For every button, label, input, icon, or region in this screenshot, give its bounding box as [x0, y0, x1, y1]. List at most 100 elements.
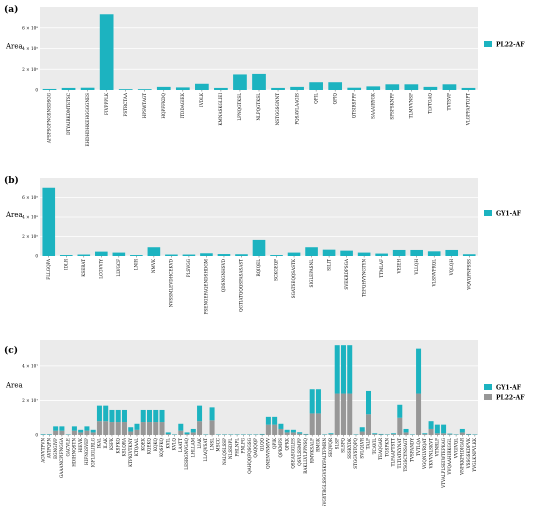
x-tick-label: RAKLLVLPPNSQ: [303, 437, 308, 473]
x-tick-label: SIGLEPASNL: [309, 259, 314, 288]
x-tick-label: NALQSLSSP: [222, 438, 227, 465]
bar-pl22-af-19: [404, 84, 419, 90]
x-tick-label: NLSSDPL: [228, 438, 233, 459]
bar-gy1-af-22: [178, 423, 184, 431]
bar-gy1-af-3: [59, 426, 65, 431]
bar-gy1-af-20: [392, 249, 406, 256]
bar-gy1-af-11: [109, 409, 115, 423]
x-tick-label: KSFK: [109, 437, 114, 450]
bar-pl22-af-8: [90, 432, 96, 435]
x-tick-label: NVSSMLEVDHCEKVD: [169, 258, 174, 307]
x-tick-label: YVGLKNPVLKK: [472, 437, 477, 472]
x-tick-label: ITDDAGIEK: [180, 92, 185, 118]
bar-gy1-af-51: [359, 427, 365, 432]
x-tick-label: LNIR: [134, 258, 139, 270]
x-tick-label: VLLQH: [414, 259, 419, 276]
y-tick-label: 4 × 10⁸: [22, 46, 38, 51]
x-tick-label: VQLQH: [449, 259, 454, 277]
bar-pl22-af-12: [271, 87, 285, 90]
x-tick-label: SLSP: [334, 438, 339, 450]
legend: PL22-AF: [484, 41, 525, 49]
x-tick-label: KQEKQ: [147, 437, 152, 454]
x-tick-label: VLGPFAFTGPT: [466, 93, 471, 126]
x-tick-label: HDIHNQSTN: [72, 438, 77, 467]
bar-gy1-af-1: [59, 255, 73, 256]
x-tick-label: EGNGIVP: [53, 438, 58, 459]
x-tick-label: EHDHDHKEHGGGGNES: [85, 93, 90, 147]
bar-gy1-af-13: [270, 255, 283, 256]
x-tick-label: IDLR: [63, 258, 68, 270]
bar-pl22-af-11: [252, 73, 266, 90]
bar-pl22-af-3: [59, 430, 65, 435]
x-tick-label: NMVK: [151, 258, 156, 273]
bar-gy1-af-27: [209, 407, 215, 421]
x-tick-label: VNFKKPHDIGAR: [460, 437, 465, 476]
bar-gy1-af-10: [103, 405, 109, 422]
bar-pl22-af-14: [309, 82, 323, 90]
bar-gy1-af-4: [112, 252, 126, 256]
bar-gy1-af-61: [422, 433, 428, 435]
bar-gy1-af-16: [322, 249, 336, 256]
bar-gy1-af-15: [305, 247, 318, 256]
x-tick-label: SILIT: [326, 259, 331, 271]
bar-pl22-af-63: [434, 433, 440, 435]
bar-gy1-af-5: [130, 255, 143, 256]
bar-gy1-af-58: [403, 428, 409, 433]
bar-gy1-af-43: [309, 389, 315, 414]
x-tick-label: SVEKRDPSGA: [344, 258, 349, 290]
bar-gy1-af-21: [410, 249, 423, 256]
x-tick-label: TLVTGAQ: [428, 92, 433, 113]
bar-pl22-af-3: [99, 14, 114, 91]
bar-pl22-af-1: [61, 87, 76, 90]
y-tick-label: 0: [35, 254, 38, 259]
x-tick-label: KSFKQ: [115, 437, 120, 453]
bar-pl22-af-37: [272, 424, 278, 435]
bar-gy1-af-12: [252, 239, 266, 256]
x-tick-label: MSCC: [216, 438, 221, 452]
x-tick-label: QAHQQFQSGSG: [247, 437, 252, 473]
x-tick-label: KTPKIVTKNY: [128, 438, 133, 467]
bar-pl22-af-23: [184, 434, 190, 435]
x-tick-label: SPSPSKNPP: [390, 93, 395, 120]
bar-gy1-af-13: [121, 409, 127, 423]
y-tick-label: 0: [35, 433, 38, 438]
x-tick-label: QSVLSSMPP: [297, 438, 302, 466]
bar-gy1-af-12: [115, 409, 121, 423]
bar-pl22-af-58: [403, 432, 409, 435]
bar-pl22-af-35: [259, 434, 265, 435]
x-tick-label: VQVQPNPSSS: [466, 259, 471, 291]
x-tick-label: VKVVNLSKVT: [428, 438, 433, 470]
bar-gy1-af-2: [77, 254, 91, 256]
bar-pl22-af-52: [365, 414, 372, 435]
bar-pl22-af-20: [165, 434, 171, 435]
chart-panel-1: (a) 0 2 × 10⁸ 4 × 10⁸ 6 × 10⁸ Area AFSPSGFNGSN…: [4, 4, 525, 147]
chart-panel-3: (c) 0 2 × 10⁷ 4 × 10⁷ Area AGVVTPVN AVIPQPN EGN…: [4, 340, 525, 506]
x-tick-label: LHLLAM: [191, 437, 196, 457]
bar-pl22-af-38: [278, 428, 284, 435]
bar-pl22-af-9: [214, 87, 228, 90]
bar-gy1-af-23: [445, 249, 459, 256]
bar-gy1-af-24: [462, 254, 476, 256]
x-tick-label: ILAK: [103, 437, 108, 448]
bar-gy1-af-49: [347, 345, 353, 394]
x-tick-label: PHLNPL: [234, 438, 239, 457]
chart-panel-2: (b) 0 2 × 10⁸ 4 × 10⁸ 6 × 10⁸ Area FLLGQPA IDLR…: [4, 175, 522, 314]
bar-pl22-af-2: [53, 430, 59, 435]
bar-pl22-af-43: [309, 413, 315, 435]
x-tick-label: RSVGYTRGLSSGVSKYFALTFMRN: [322, 438, 327, 506]
bar-pl22-af-13: [121, 422, 127, 435]
bar-gy1-af-52: [365, 390, 372, 415]
y-tick-label: 2 × 10⁷: [22, 398, 38, 403]
bar-gy1-af-7: [84, 426, 90, 431]
y-tick-label: 4 × 10⁷: [22, 363, 38, 368]
bar-gy1-af-3: [95, 251, 108, 256]
bar-pl22-af-8: [195, 83, 209, 90]
x-tick-label: LIAK: [197, 437, 202, 448]
bar-pl22-af-48: [340, 393, 346, 435]
bar-pl22-af-46: [328, 434, 334, 435]
bar-pl22-af-22: [461, 87, 476, 90]
x-tick-label: SEQVQR: [328, 437, 333, 457]
bar-gy1-af-2: [53, 426, 59, 431]
x-tick-label: KQKQ: [153, 437, 158, 451]
